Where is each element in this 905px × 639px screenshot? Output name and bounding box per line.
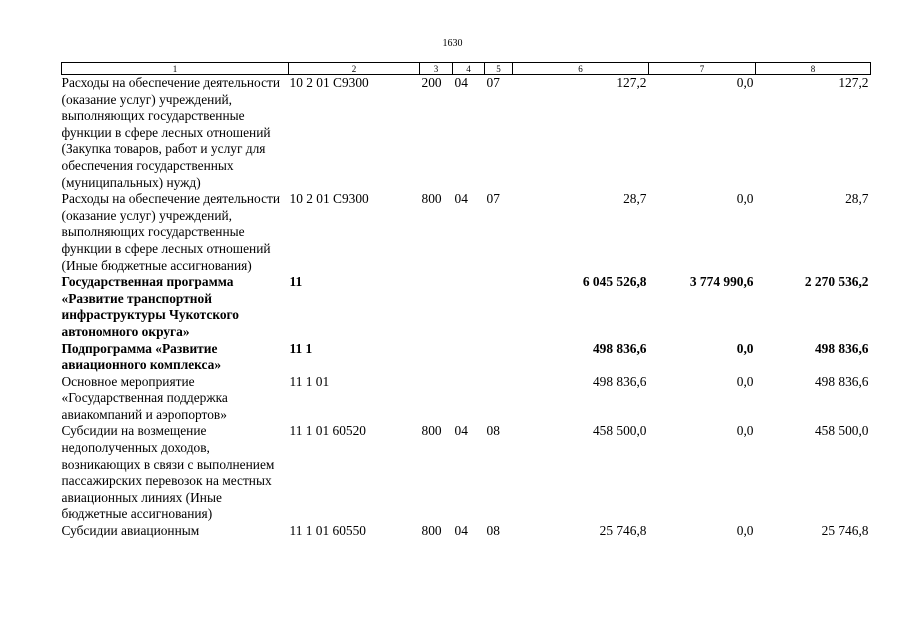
budget-table: 1 2 3 4 5 6 7 8 Расходы на обеспечение д… xyxy=(61,62,871,540)
table-row: Государственная программа «Развитие тран… xyxy=(62,274,871,340)
table-row: Субсидии авиационным 11 1 01 60550 800 04 08… xyxy=(62,523,871,540)
section-code: 04 xyxy=(454,75,468,90)
expense-type-code: 800 xyxy=(421,523,442,539)
subsection-code xyxy=(485,274,513,340)
row-description: Государственная программа «Развитие тран… xyxy=(61,274,240,339)
amount-federal: 0,0 xyxy=(736,191,754,207)
amount-federal: 0,0 xyxy=(736,373,754,389)
column-header: 5 xyxy=(484,62,513,75)
subsection-code xyxy=(485,374,513,424)
target-article-code: 10 2 01 С9300 xyxy=(289,75,369,90)
amount-regional: 28,7 xyxy=(845,191,869,207)
table-row: Расходы на обеспечение деятельности (ока… xyxy=(62,191,871,274)
amount-regional: 2 270 536,2 xyxy=(804,274,869,290)
table-row: Субсидии на возмещение недополученных до… xyxy=(62,423,871,523)
amount-regional: 498 836,6 xyxy=(814,373,869,389)
row-description: Субсидии на возмещение недополученных до… xyxy=(61,423,275,522)
amount-total: 6 045 526,8 xyxy=(582,274,647,290)
table-row: Основное мероприятие «Государственная по… xyxy=(62,374,871,424)
amount-regional: 458 500,0 xyxy=(814,423,869,439)
column-header: 1 xyxy=(61,62,289,75)
target-article-code: 11 1 01 60520 xyxy=(289,423,367,439)
column-header: 2 xyxy=(288,62,420,75)
target-article-code: 11 1 01 60550 xyxy=(289,523,367,539)
column-header: 3 xyxy=(419,62,453,75)
amount-total: 498 836,6 xyxy=(592,373,647,389)
amount-regional: 498 836,6 xyxy=(814,340,869,356)
section-code: 04 xyxy=(454,423,468,439)
amount-federal: 0,0 xyxy=(736,423,754,439)
expense-type-code: 800 xyxy=(421,423,442,439)
section-code xyxy=(453,341,485,374)
amount-total: 498 836,6 xyxy=(592,340,647,356)
subsection-code: 08 xyxy=(486,423,500,439)
subsection-code: 08 xyxy=(486,523,500,539)
row-description: Субсидии авиационным xyxy=(61,523,200,539)
row-description: Основное мероприятие «Государственная по… xyxy=(61,373,228,422)
table-row: Подпрограмма «Развитие авиационного комп… xyxy=(62,341,871,374)
subsection-code xyxy=(485,341,513,374)
target-article-code: 11 1 xyxy=(289,340,313,356)
expense-type-code: 800 xyxy=(421,191,442,207)
row-description: Подпрограмма «Развитие авиационного комп… xyxy=(61,340,222,373)
row-description: Расходы на обеспечение деятельности (ока… xyxy=(61,191,281,273)
amount-regional: 127,2 xyxy=(838,75,869,90)
amount-federal: 0,0 xyxy=(736,523,754,539)
amount-total: 28,7 xyxy=(623,191,647,207)
table-row: Расходы на обеспечение деятельности (ока… xyxy=(62,75,871,192)
target-article-code: 11 xyxy=(289,274,303,290)
target-article-code: 11 1 01 xyxy=(289,373,330,389)
expense-type-code xyxy=(420,374,453,424)
column-header: 8 xyxy=(755,62,871,75)
row-description: Расходы на обеспечение деятельности (ока… xyxy=(61,75,281,190)
amount-total: 458 500,0 xyxy=(592,423,647,439)
expense-type-code xyxy=(420,341,453,374)
subsection-code: 07 xyxy=(486,75,500,90)
column-header: 7 xyxy=(648,62,756,75)
section-code: 04 xyxy=(454,191,468,207)
amount-total: 127,2 xyxy=(616,75,647,90)
target-article-code: 10 2 01 С9300 xyxy=(289,191,369,207)
amount-federal: 3 774 990,6 xyxy=(689,274,754,290)
column-header: 6 xyxy=(512,62,649,75)
page-number: 1630 xyxy=(442,38,463,49)
amount-regional: 25 746,8 xyxy=(821,523,869,539)
section-code xyxy=(453,374,485,424)
amount-federal: 0,0 xyxy=(736,75,754,90)
expense-type-code: 200 xyxy=(421,75,442,90)
amount-federal: 0,0 xyxy=(736,340,754,356)
section-code xyxy=(453,274,485,340)
section-code: 04 xyxy=(454,523,468,539)
expense-type-code xyxy=(420,274,453,340)
amount-total: 25 746,8 xyxy=(599,523,647,539)
table-header-row: 1 2 3 4 5 6 7 8 xyxy=(61,62,871,75)
subsection-code: 07 xyxy=(486,191,500,207)
column-header: 4 xyxy=(452,62,485,75)
